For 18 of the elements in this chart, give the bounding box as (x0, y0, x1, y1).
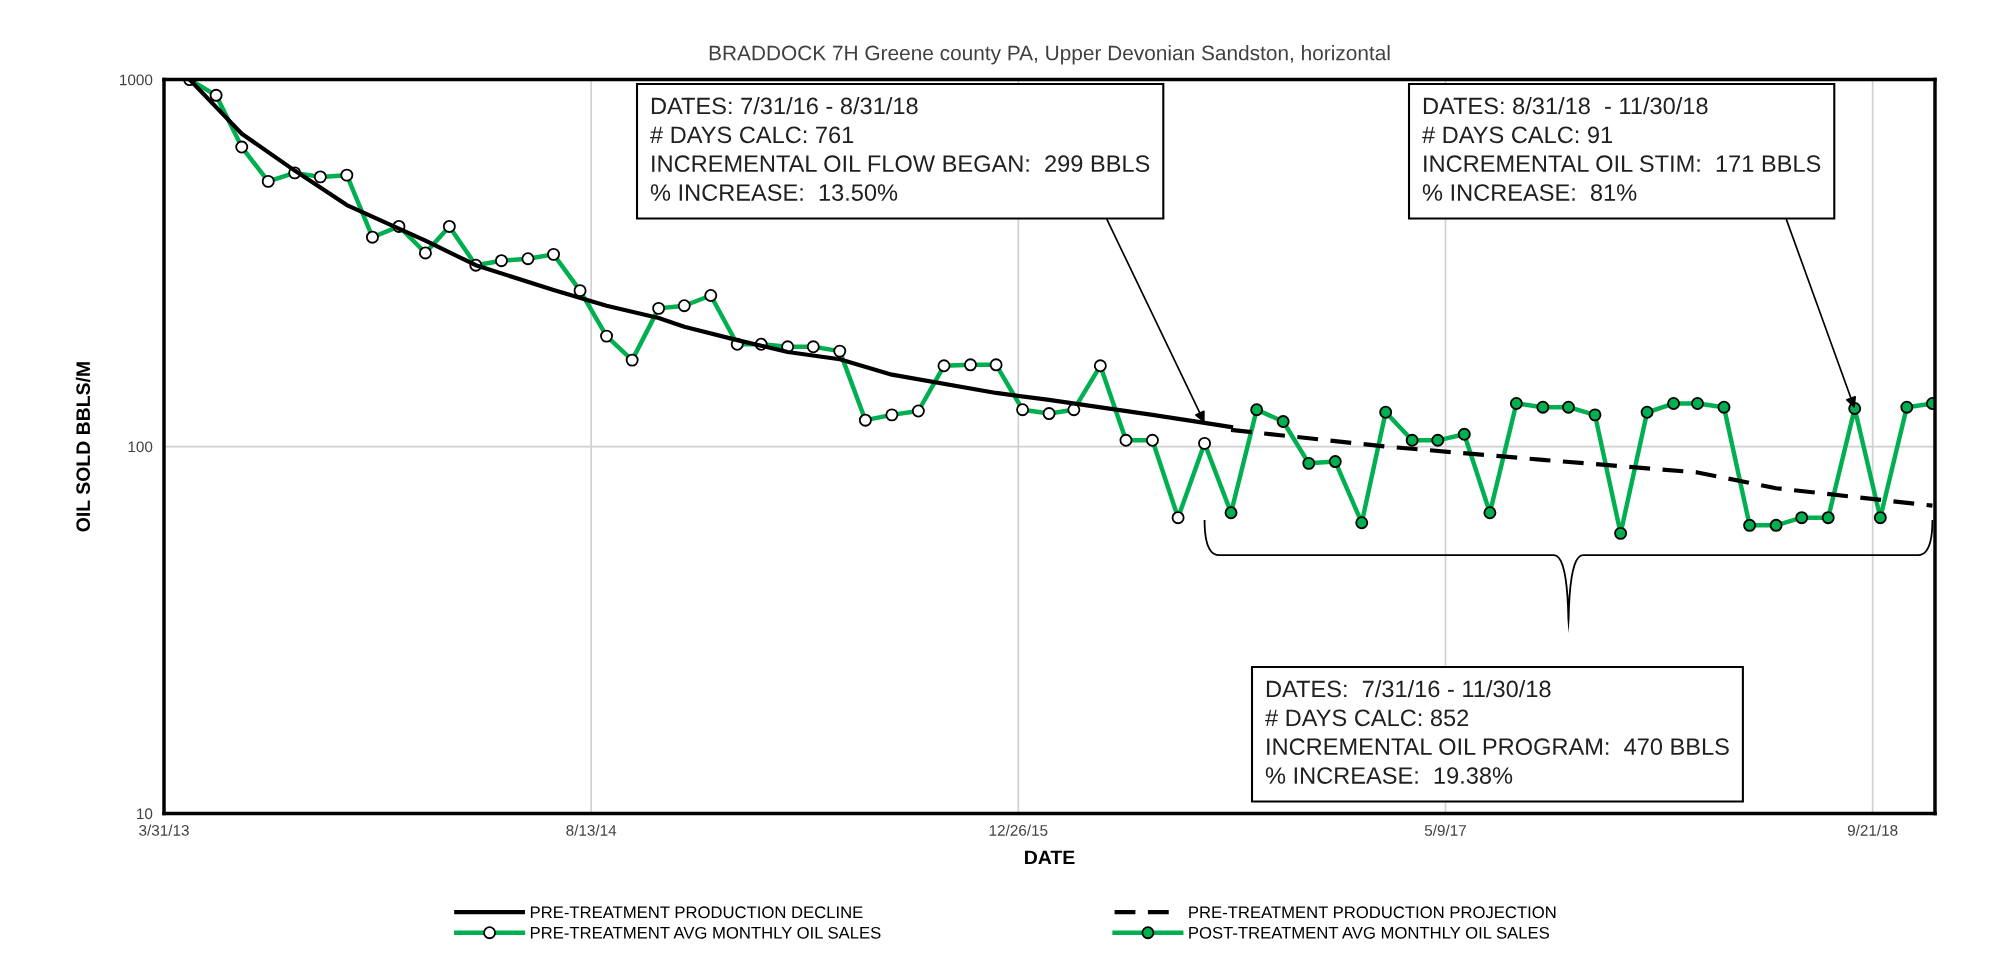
legend-label: PRE-TREATMENT PRODUCTION DECLINE (530, 906, 863, 919)
x-tick-label: 9/21/18 (1847, 824, 1898, 836)
y-axis-title: OIL SOLD BBLS/M (75, 362, 91, 532)
legend-label: PRE-TREATMENT AVG MONTHLY OIL SALES (530, 926, 881, 939)
annotation: DATES: 8/31/18 - 11/30/18 # DAYS CALC: 91 INCREMENTAL OIL STIM: 171 BBLS % INCREASE: 81% (1422, 97, 1821, 201)
x-axis-title: DATE (1025, 850, 1075, 865)
x-tick-label: 3/31/13 (139, 824, 189, 836)
x-tick-label: 12/26/15 (989, 824, 1048, 836)
y-tick-label: 100 (128, 441, 153, 453)
chart-title: BRADDOCK 7H Greene county PA, Upper Devonian Sandston, horizontal (709, 45, 1390, 65)
y-tick-label: 10 (137, 808, 153, 820)
annotation: DATES: 7/31/16 - 8/31/18 # DAYS CALC: 761 INCREMENTAL OIL FLOW BEGAN: 299 BBLS % INCREASE: 13.50% (650, 97, 1150, 201)
x-tick-label: 8/13/14 (566, 824, 617, 836)
annotation: DATES: 7/31/16 - 11/30/18 # DAYS CALC: 852 INCREMENTAL OIL PROGRAM: 470 BBLS % INCREASE: 19.38% (1265, 680, 1729, 784)
x-tick-label: 5/9/17 (1424, 824, 1466, 836)
y-tick-label: 1000 (120, 74, 153, 86)
legend-label: POST-TREATMENT AVG MONTHLY OIL SALES (1189, 926, 1549, 939)
legend-label: PRE-TREATMENT PRODUCTION PROJECTION (1189, 906, 1556, 919)
